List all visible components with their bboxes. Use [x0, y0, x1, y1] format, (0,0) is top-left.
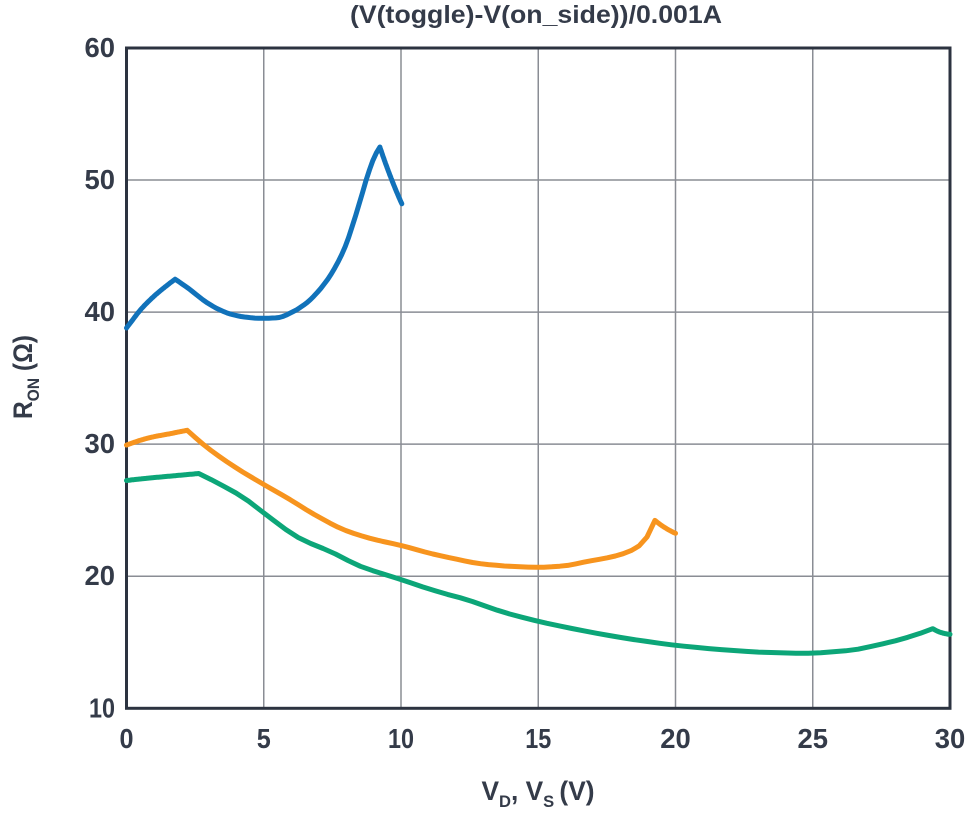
svg-text:50: 50	[85, 164, 116, 195]
svg-text:VD, VS (V): VD, VS (V)	[482, 776, 595, 811]
svg-text:5: 5	[257, 723, 271, 754]
svg-text:30: 30	[935, 723, 966, 754]
svg-text:(V(toggle)-V(on_side))/0.001A: (V(toggle)-V(on_side))/0.001A	[350, 1, 722, 29]
svg-text:60: 60	[85, 32, 116, 63]
svg-text:30: 30	[85, 428, 116, 459]
svg-text:0: 0	[120, 723, 134, 754]
svg-text:RON (Ω): RON (Ω)	[8, 335, 43, 419]
svg-text:20: 20	[660, 723, 691, 754]
svg-text:40: 40	[85, 296, 116, 327]
svg-text:10: 10	[89, 692, 115, 723]
svg-text:20: 20	[85, 560, 116, 591]
svg-text:25: 25	[798, 723, 829, 754]
svg-text:10: 10	[388, 723, 414, 754]
svg-text:15: 15	[525, 723, 551, 754]
